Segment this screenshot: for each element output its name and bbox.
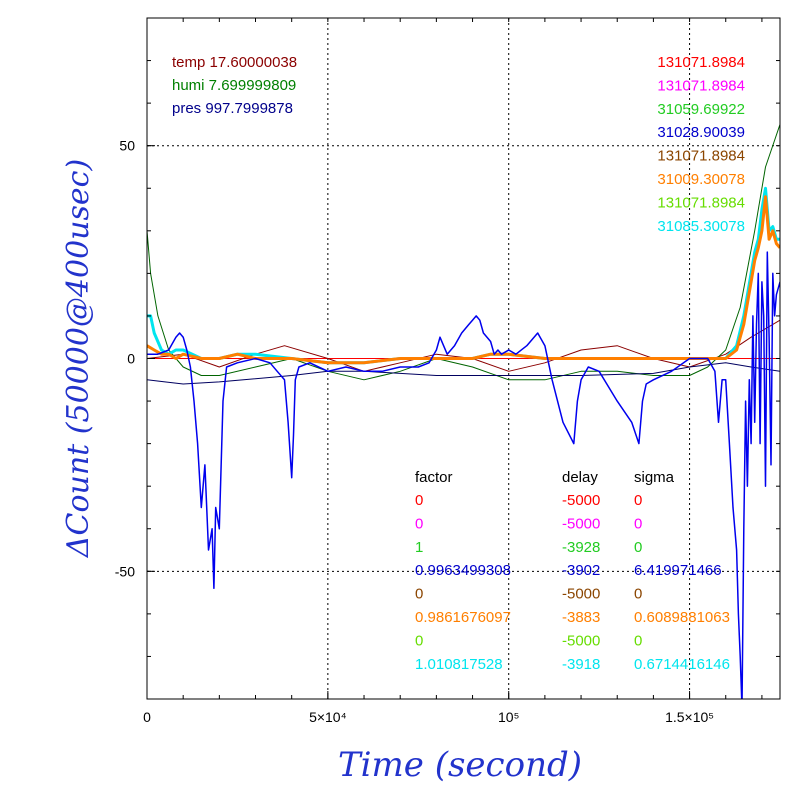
x-tick-label: 5×10⁴ bbox=[309, 709, 347, 725]
channel-value: 31059.69922 bbox=[657, 101, 745, 118]
param-cell-delay: -5000 bbox=[562, 586, 600, 603]
param-cell-delay: -5000 bbox=[562, 492, 600, 509]
series-line-cyan bbox=[147, 186, 780, 365]
param-cell-factor: 0 bbox=[415, 632, 423, 649]
param-cell-sigma: 6.419971466 bbox=[634, 562, 722, 579]
param-cell-delay: -5000 bbox=[562, 632, 600, 649]
param-cell-factor: 0 bbox=[415, 515, 423, 532]
param-cell-factor: 0.9861676097 bbox=[415, 609, 511, 626]
param-cell-factor: 0 bbox=[415, 492, 423, 509]
env-label: humi 7.699999809 bbox=[172, 77, 296, 94]
series-lines bbox=[147, 124, 780, 699]
param-cell-sigma: 0 bbox=[634, 515, 642, 532]
param-cell-delay: -3918 bbox=[562, 656, 600, 673]
param-header-sigma: sigma bbox=[634, 469, 675, 486]
channel-value: 131071.8984 bbox=[657, 77, 745, 94]
series-line-pres bbox=[147, 362, 780, 385]
y-tick-label: 50 bbox=[119, 138, 135, 154]
env-label: temp 17.60000038 bbox=[172, 54, 297, 71]
param-cell-delay: -5000 bbox=[562, 515, 600, 532]
channel-value: 131071.8984 bbox=[657, 148, 745, 165]
param-cell-sigma: 0.6089881063 bbox=[634, 609, 730, 626]
x-tick-label: 10⁵ bbox=[498, 709, 519, 725]
channel-value: 31028.90039 bbox=[657, 124, 745, 141]
channel-value: 31085.30078 bbox=[657, 218, 745, 235]
param-cell-factor: 0.9963499308 bbox=[415, 562, 511, 579]
param-header-delay: delay bbox=[562, 469, 598, 486]
annotations: temp 17.60000038 humi 7.699999809 pres 997… bbox=[172, 54, 745, 673]
x-tick-label: 0 bbox=[143, 709, 151, 725]
param-cell-delay: -3928 bbox=[562, 539, 600, 556]
channel-value: 131071.8984 bbox=[657, 194, 745, 211]
channel-value: 131071.8984 bbox=[657, 54, 745, 71]
series-line-blue bbox=[147, 251, 780, 699]
param-cell-sigma: 0.6714416146 bbox=[634, 656, 730, 673]
param-cell-factor: 0 bbox=[415, 586, 423, 603]
param-cell-delay: -3883 bbox=[562, 609, 600, 626]
x-tick-label: 1.5×10⁵ bbox=[665, 709, 714, 725]
y-tick-label: -50 bbox=[115, 563, 135, 579]
param-cell-sigma: 0 bbox=[634, 539, 642, 556]
param-cell-factor: 1.010817528 bbox=[415, 656, 503, 673]
param-cell-delay: -3902 bbox=[562, 562, 600, 579]
series-line-humi bbox=[147, 124, 780, 381]
y-axis-title: ΔCount (50000@400usec) bbox=[61, 159, 96, 558]
env-label: pres 997.7999878 bbox=[172, 100, 293, 117]
axis-ticks: 0 5×10⁴ 10⁵ 1.5×10⁵ -50 0 50 bbox=[115, 17, 780, 725]
param-cell-sigma: 0 bbox=[634, 492, 642, 509]
param-cell-sigma: 0 bbox=[634, 632, 642, 649]
series-line-orange bbox=[147, 195, 780, 365]
param-header-factor: factor bbox=[415, 469, 453, 486]
x-axis-title: Time (second) bbox=[338, 745, 582, 785]
param-cell-sigma: 0 bbox=[634, 586, 642, 603]
param-cell-factor: 1 bbox=[415, 539, 423, 556]
channel-value: 31009.30078 bbox=[657, 171, 745, 188]
series-line-temp bbox=[147, 319, 780, 372]
y-tick-label: 0 bbox=[127, 351, 135, 367]
